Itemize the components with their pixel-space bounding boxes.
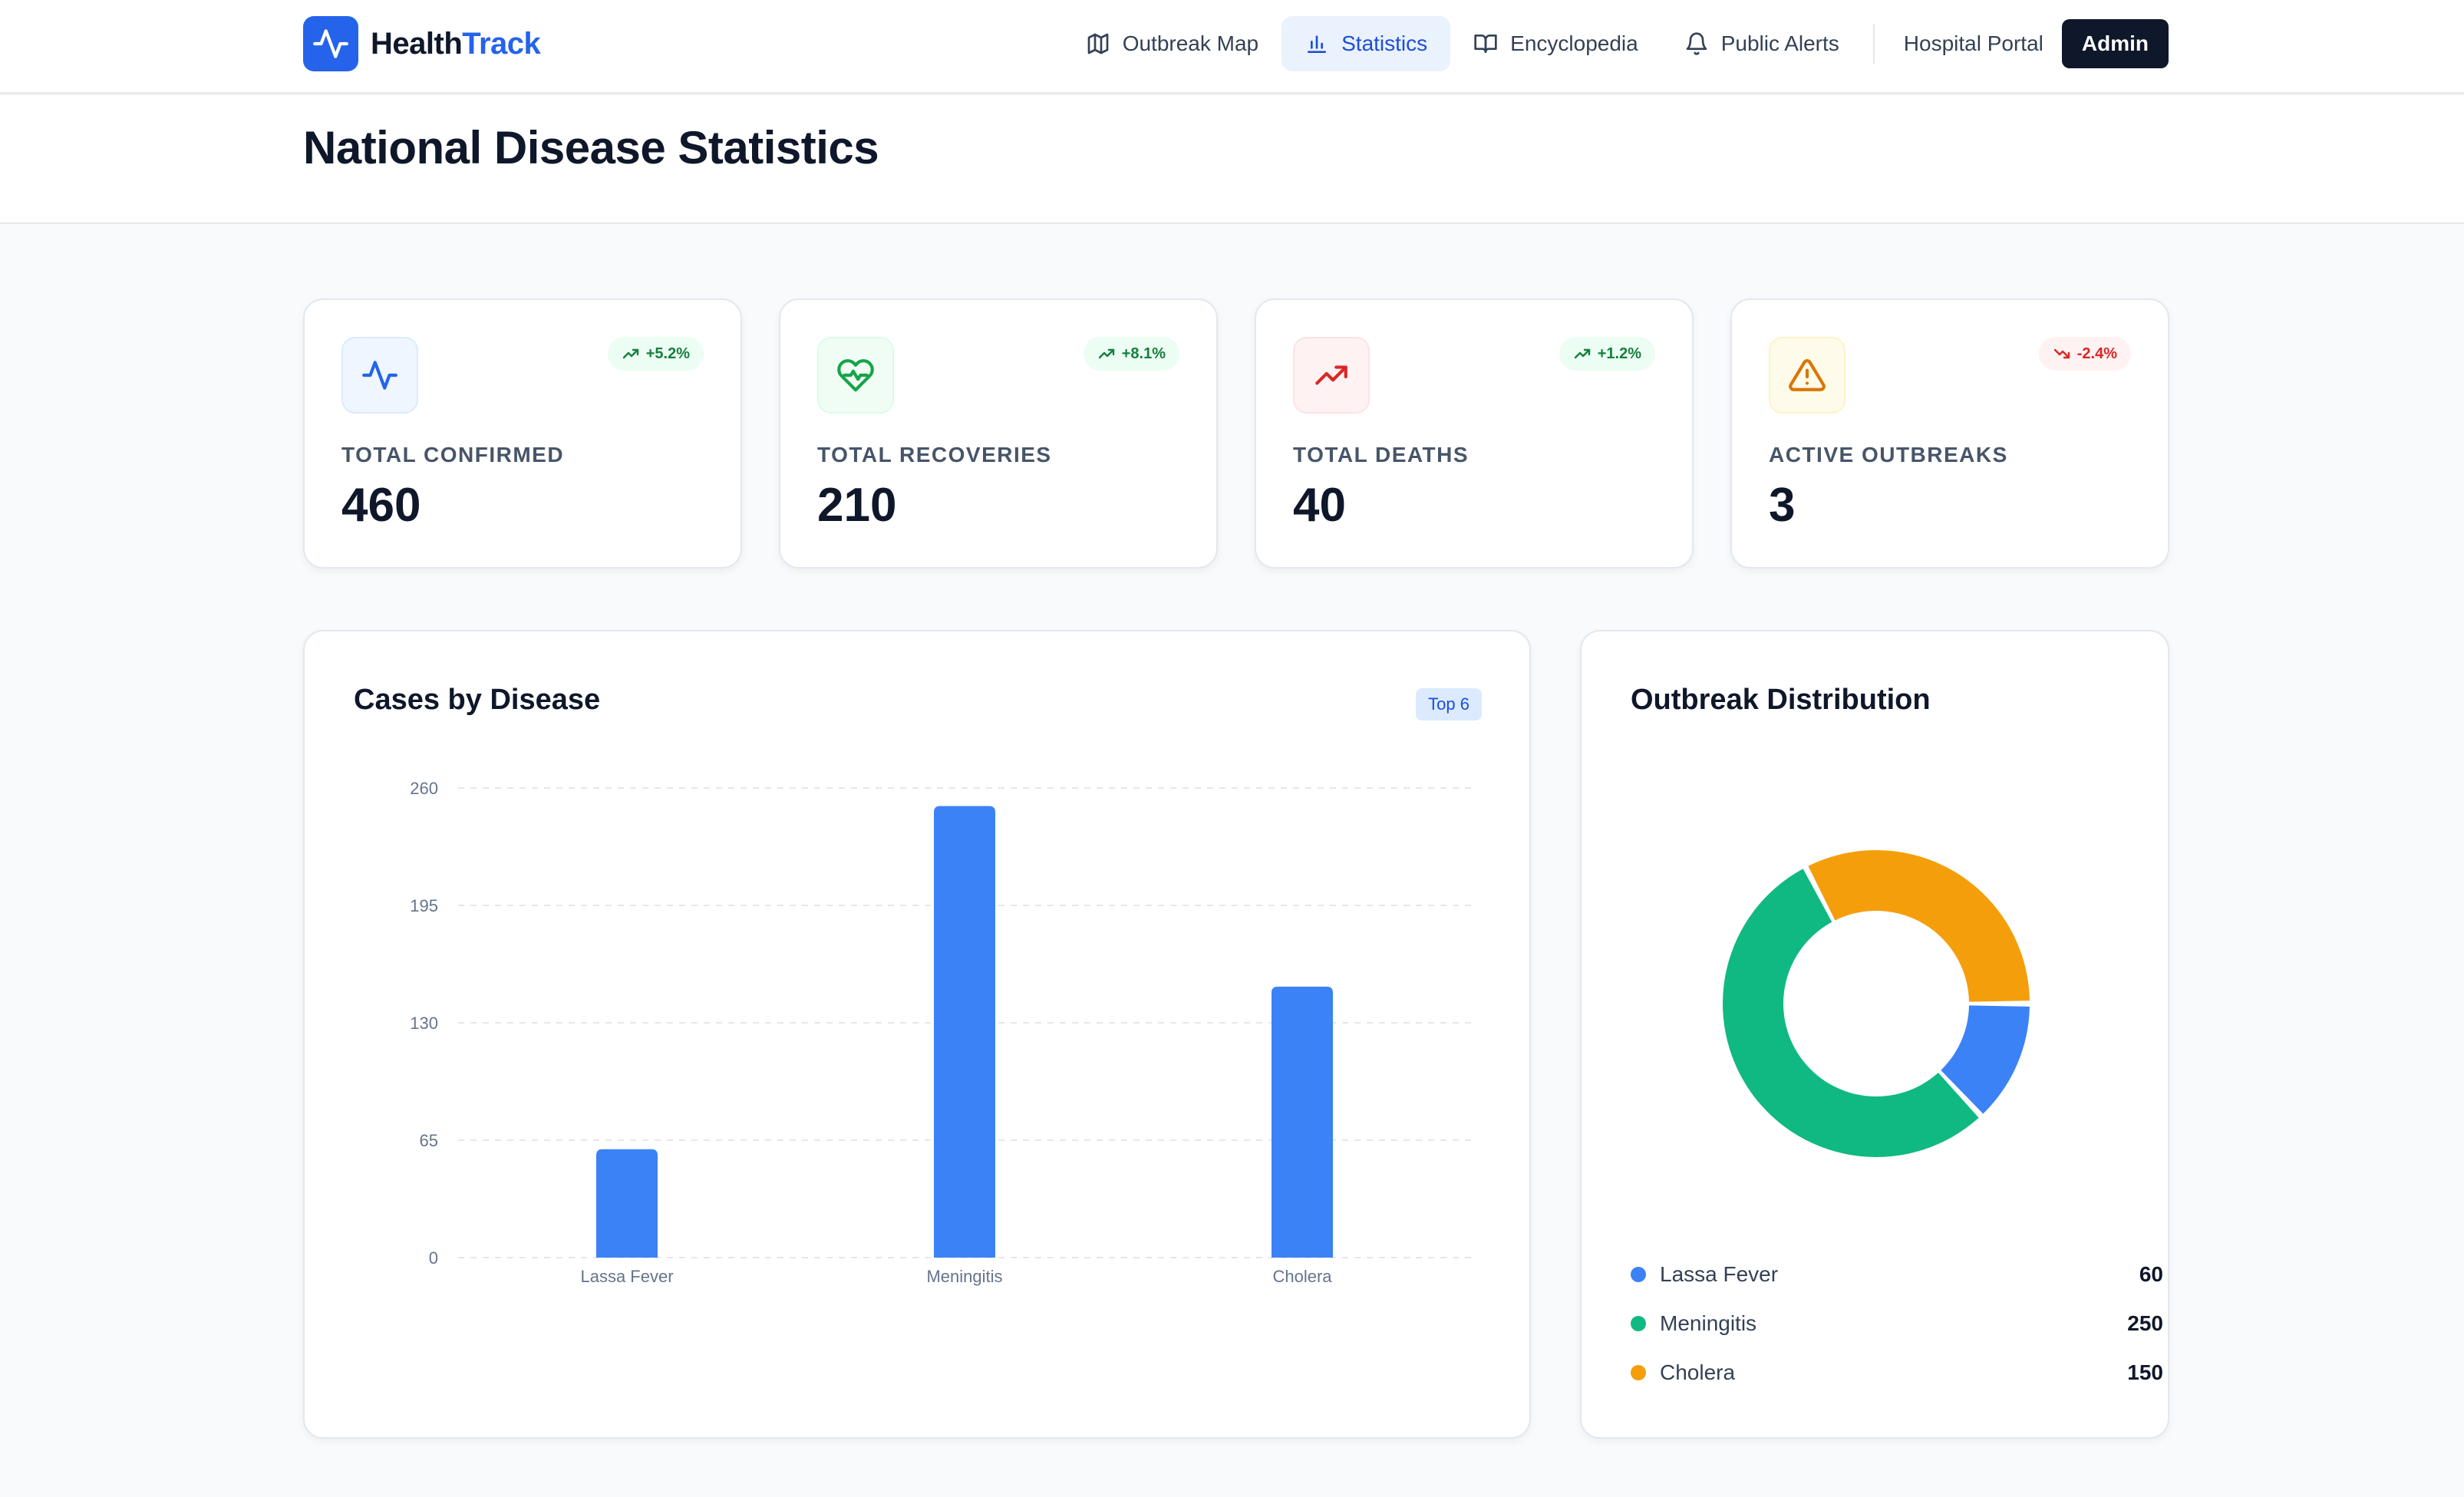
stat-value: 210 <box>817 479 897 532</box>
trending-down-icon <box>2053 348 2070 359</box>
stat-label: TOTAL CONFIRMED <box>341 443 565 467</box>
legend-item: Lassa Fever 60 <box>1631 1259 2163 1290</box>
stat-label: TOTAL RECOVERIES <box>817 443 1052 467</box>
brand[interactable]: HealthTrack <box>303 16 541 71</box>
top-navbar: HealthTrack Outbreak Map Statistics Ency… <box>0 0 2464 94</box>
legend-value: 60 <box>2139 1262 2163 1286</box>
cases-by-disease-panel: Cases by Disease Top 6 0 65 130 195 260 Lassa… <box>303 630 1531 1439</box>
nav-item-statistics[interactable]: Statistics <box>1281 16 1451 71</box>
nav-item-outbreak-map[interactable]: Outbreak Map <box>1063 16 1281 71</box>
bar-chart-icon <box>1308 35 1327 53</box>
top-filter-chip[interactable]: Top 6 <box>1416 688 1482 720</box>
legend-dot <box>1631 1365 1646 1380</box>
slice-cholera[interactable] <box>1808 850 2030 1002</box>
stat-card-total-confirmed: +5.2% TOTAL CONFIRMED 460 <box>303 298 742 569</box>
x-tick-label: Meningitis <box>926 1267 1002 1286</box>
legend-label: Cholera <box>1660 1360 1736 1384</box>
y-tick-label: 65 <box>420 1131 438 1150</box>
nav-item-encyclopedia[interactable]: Encyclopedia <box>1450 16 1661 71</box>
y-tick-label: 0 <box>429 1248 438 1268</box>
x-tick-label: Cholera <box>1272 1267 1332 1286</box>
y-tick-label: 130 <box>410 1014 438 1033</box>
y-tick-label: 195 <box>410 896 438 915</box>
trend-badge: +1.2% <box>1559 337 1655 371</box>
x-tick-label: Lassa Fever <box>580 1267 673 1286</box>
main-nav: Outbreak Map Statistics Encyclopedia Pub… <box>1063 15 2169 72</box>
trending-up-icon <box>1293 337 1370 414</box>
nav-item-label: Statistics <box>1341 31 1428 55</box>
stat-label: ACTIVE OUTBREAKS <box>1769 443 2008 467</box>
stat-card-total-recoveries: +8.1% TOTAL RECOVERIES 210 <box>779 298 1218 569</box>
y-tick-label: 260 <box>410 779 438 798</box>
bar-cholera[interactable] <box>1272 986 1333 1258</box>
bar-chart: 0 65 130 195 260 Lassa Fever Meningitis Cholera <box>410 779 1471 1286</box>
trending-up-icon <box>1098 348 1114 359</box>
heart-pulse-icon <box>817 337 894 414</box>
stat-card-active-outbreaks: -2.4% ACTIVE OUTBREAKS 3 <box>1730 298 2169 569</box>
legend-dot <box>1631 1267 1646 1282</box>
legend-item: Cholera 150 <box>1631 1357 2163 1388</box>
stat-card-total-deaths: +1.2% TOTAL DEATHS 40 <box>1255 298 1694 569</box>
nav-item-label: Public Alerts <box>1720 31 1839 55</box>
admin-button[interactable]: Admin <box>2061 19 2169 68</box>
alert-triangle-icon <box>1769 337 1846 414</box>
stat-value: 40 <box>1293 479 1346 532</box>
legend-label: Meningitis <box>1660 1311 1757 1335</box>
legend-value: 150 <box>2127 1360 2163 1384</box>
nav-item-public-alerts[interactable]: Public Alerts <box>1661 16 1862 71</box>
panel-title: Cases by Disease <box>354 684 601 716</box>
legend-value: 250 <box>2127 1311 2163 1335</box>
legend-label: Lassa Fever <box>1660 1262 1779 1286</box>
activity-icon <box>303 16 358 71</box>
bar-lassa-fever[interactable] <box>596 1149 658 1258</box>
nav-divider <box>1872 24 1875 64</box>
legend-dot <box>1631 1316 1646 1331</box>
trend-badge: +5.2% <box>607 337 704 371</box>
map-icon <box>1087 33 1109 54</box>
bar-meningitis[interactable] <box>934 806 995 1258</box>
hospital-portal-link[interactable]: Hospital Portal <box>1903 31 2043 55</box>
page-header: National Disease Statistics <box>0 95 2464 224</box>
stat-value: 460 <box>341 479 421 532</box>
book-icon <box>1474 35 1497 53</box>
page-title: National Disease Statistics <box>303 122 879 173</box>
stat-label: TOTAL DEATHS <box>1293 443 1469 467</box>
nav-item-label: Encyclopedia <box>1510 31 1638 55</box>
trending-up-icon <box>1574 348 1590 359</box>
legend-item: Meningitis 250 <box>1631 1308 2163 1339</box>
panel-title: Outbreak Distribution <box>1631 684 1931 716</box>
trend-badge: -2.4% <box>2038 337 2131 371</box>
activity-icon <box>341 337 418 414</box>
donut-chart <box>1723 850 2030 1157</box>
nav-item-label: Outbreak Map <box>1122 31 1259 55</box>
outbreak-distribution-panel: Outbreak Distribution Lassa Fever 60 Men… <box>1580 630 2169 1439</box>
slice-meningitis[interactable] <box>1723 869 1979 1157</box>
trending-up-icon <box>622 348 638 359</box>
bell-icon <box>1686 32 1707 55</box>
trend-badge: +8.1% <box>1083 337 1179 371</box>
slice-lassa-fever[interactable] <box>1941 1005 2030 1114</box>
brand-name: HealthTrack <box>371 26 541 61</box>
stat-value: 3 <box>1769 479 1796 532</box>
